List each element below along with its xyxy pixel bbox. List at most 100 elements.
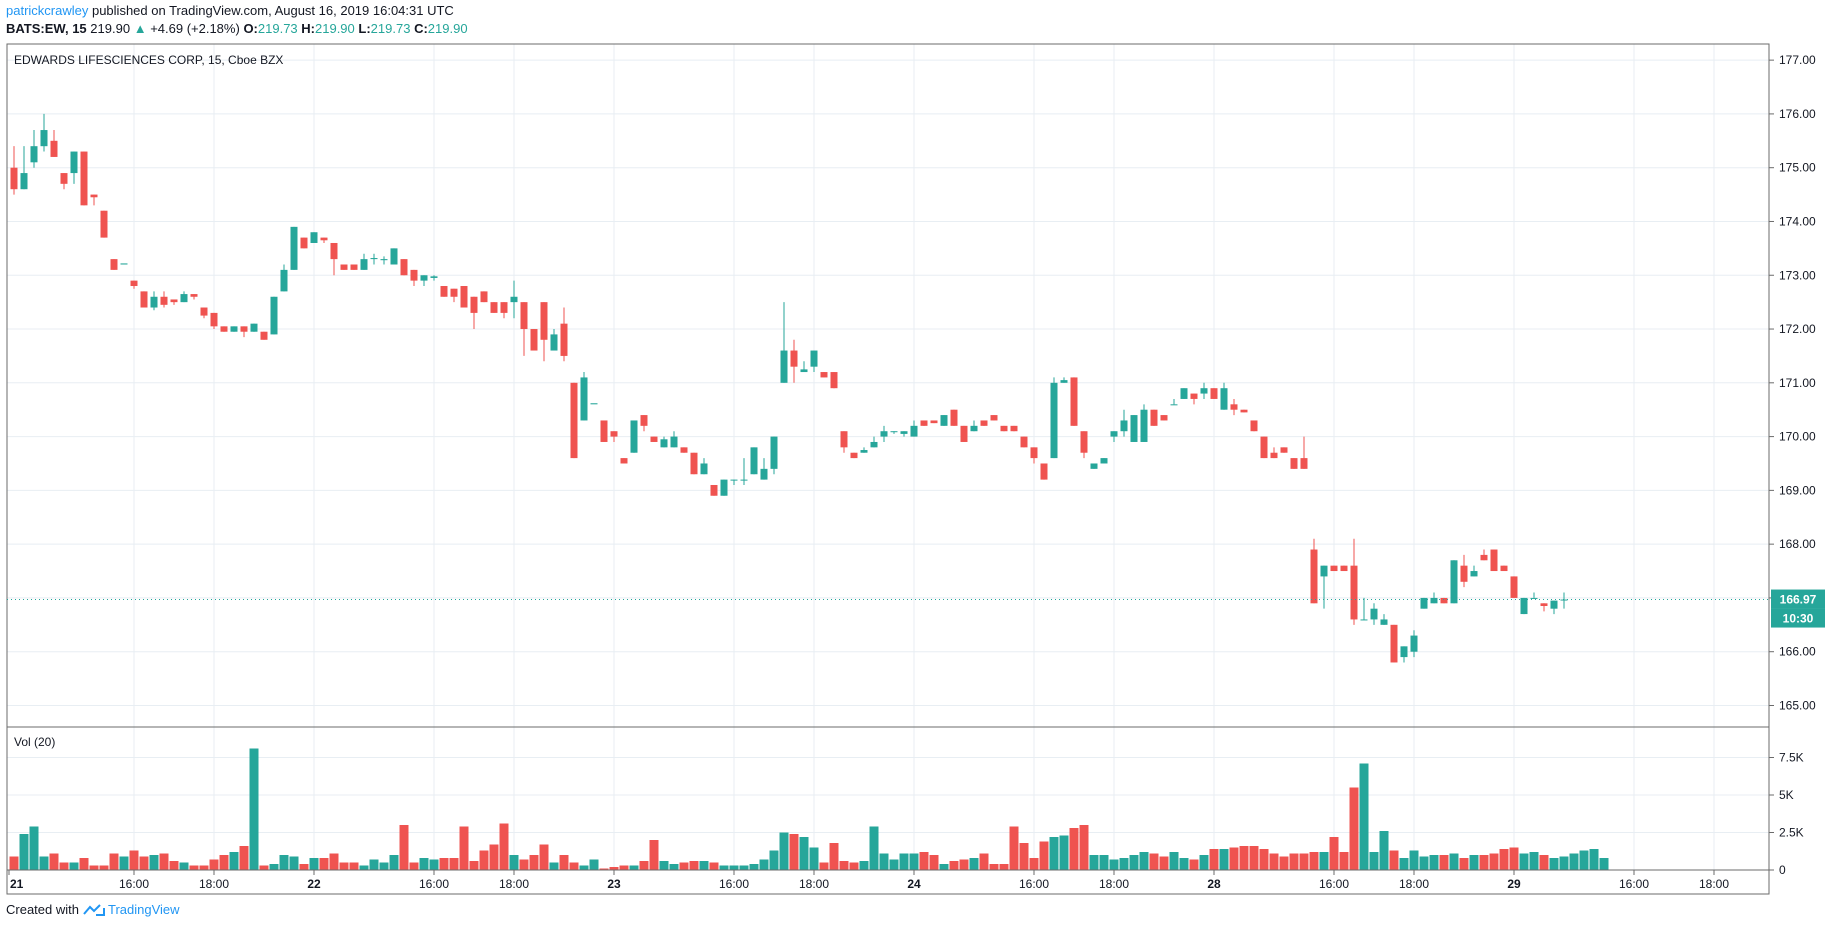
volume-bar bbox=[1029, 858, 1039, 870]
volume-bar bbox=[669, 864, 679, 870]
tradingview-brand[interactable]: TradingView bbox=[83, 902, 180, 917]
volume-bar bbox=[1329, 837, 1339, 870]
candle-body bbox=[1210, 388, 1218, 399]
candle bbox=[400, 259, 408, 276]
price-tick-label: 171.00 bbox=[1779, 376, 1816, 390]
volume-bar bbox=[109, 853, 119, 870]
volume-bar bbox=[1239, 846, 1249, 870]
candle-body bbox=[170, 299, 178, 303]
candle-body bbox=[650, 436, 658, 442]
volume-bar bbox=[869, 826, 879, 870]
candle bbox=[980, 420, 988, 426]
candle-body bbox=[670, 436, 678, 448]
candle-body bbox=[1190, 393, 1198, 399]
symbol-label[interactable]: BATS:EW, 15 bbox=[6, 21, 87, 36]
volume-bar bbox=[359, 865, 369, 870]
candle-body bbox=[1140, 409, 1148, 442]
chart-frame bbox=[6, 43, 1770, 895]
candle-body bbox=[490, 302, 498, 313]
candle-body bbox=[190, 294, 198, 297]
candle bbox=[1120, 409, 1128, 437]
volume-bar bbox=[799, 837, 809, 870]
candle-body bbox=[30, 146, 38, 163]
volume-bar bbox=[49, 853, 59, 870]
volume-bar bbox=[609, 867, 619, 870]
candle-body bbox=[360, 259, 368, 270]
volume-bar bbox=[809, 847, 819, 870]
volume-bar bbox=[1309, 852, 1319, 870]
volume-bar bbox=[1139, 852, 1149, 870]
volume-bar bbox=[199, 865, 209, 870]
candle-body bbox=[1360, 619, 1368, 621]
volume-bar bbox=[1039, 841, 1049, 870]
candle bbox=[1340, 565, 1348, 572]
volume-bar bbox=[1539, 855, 1549, 870]
price-change: +4.69 (+2.18%) bbox=[150, 21, 240, 36]
candle bbox=[660, 436, 668, 448]
candle bbox=[1400, 646, 1408, 663]
candle-body bbox=[610, 431, 618, 437]
candle bbox=[540, 302, 548, 362]
candle bbox=[830, 372, 838, 389]
volume-bar bbox=[1159, 856, 1169, 870]
volume-bar bbox=[839, 861, 849, 870]
volume-bar bbox=[29, 826, 39, 870]
candle-body bbox=[220, 326, 228, 332]
tradingview-brand-label: TradingView bbox=[107, 902, 180, 917]
candle bbox=[1500, 565, 1508, 572]
volume-tick-label: 2.5K bbox=[1779, 826, 1804, 840]
candle bbox=[800, 361, 808, 373]
candle bbox=[170, 299, 178, 305]
candle bbox=[1140, 404, 1148, 442]
low-value: 219.73 bbox=[370, 21, 411, 36]
candle bbox=[520, 302, 528, 356]
time-tick-label: 16:00 bbox=[719, 877, 749, 891]
candle-body bbox=[560, 323, 568, 356]
candle bbox=[320, 237, 328, 243]
publisher-link[interactable]: patrickcrawley bbox=[6, 3, 89, 18]
volume-bar bbox=[1429, 855, 1439, 870]
candle-body bbox=[10, 167, 18, 190]
candle-body bbox=[260, 331, 268, 340]
candle bbox=[730, 479, 738, 485]
candle-body bbox=[590, 403, 598, 405]
volume-bar bbox=[279, 855, 289, 870]
volume-bar bbox=[1199, 855, 1209, 870]
candle bbox=[880, 425, 888, 442]
candle bbox=[10, 146, 18, 195]
price-tick-label: 172.00 bbox=[1779, 322, 1816, 336]
candle-body bbox=[1300, 458, 1308, 469]
candle bbox=[920, 420, 928, 426]
candle bbox=[780, 302, 788, 383]
candle bbox=[310, 232, 318, 243]
volume-axis[interactable]: 7.5K 5K 2.5K 0 bbox=[1769, 751, 1804, 878]
candle-body bbox=[400, 259, 408, 276]
volume-bar bbox=[649, 840, 659, 870]
candle-body bbox=[150, 296, 158, 308]
candle bbox=[1190, 393, 1198, 405]
candle bbox=[710, 484, 718, 496]
candle-body bbox=[500, 302, 508, 313]
volume-bar bbox=[699, 861, 709, 870]
candle-body bbox=[280, 269, 288, 292]
volume-bar bbox=[369, 859, 379, 870]
candle-body bbox=[470, 296, 478, 313]
volume-bar bbox=[519, 859, 529, 870]
candle-body bbox=[980, 420, 988, 426]
candle-body bbox=[900, 431, 908, 434]
volume-bar bbox=[129, 850, 139, 870]
candle-body bbox=[1430, 597, 1438, 604]
candle bbox=[1280, 447, 1288, 453]
candle-body bbox=[300, 237, 308, 249]
volume-bar bbox=[319, 858, 329, 870]
candle bbox=[1530, 592, 1538, 599]
volume-bar bbox=[429, 859, 439, 870]
time-tick-label: 18:00 bbox=[199, 877, 229, 891]
volume-bar bbox=[559, 855, 569, 870]
candle-body bbox=[1490, 549, 1498, 572]
candle-body bbox=[1000, 425, 1008, 432]
time-axis[interactable]: 21 16:00 18:00 22 16:00 18:00 23 16:00 18:00 24 16… bbox=[7, 869, 1769, 891]
candle-body bbox=[760, 468, 768, 480]
volume-bar bbox=[1279, 856, 1289, 870]
